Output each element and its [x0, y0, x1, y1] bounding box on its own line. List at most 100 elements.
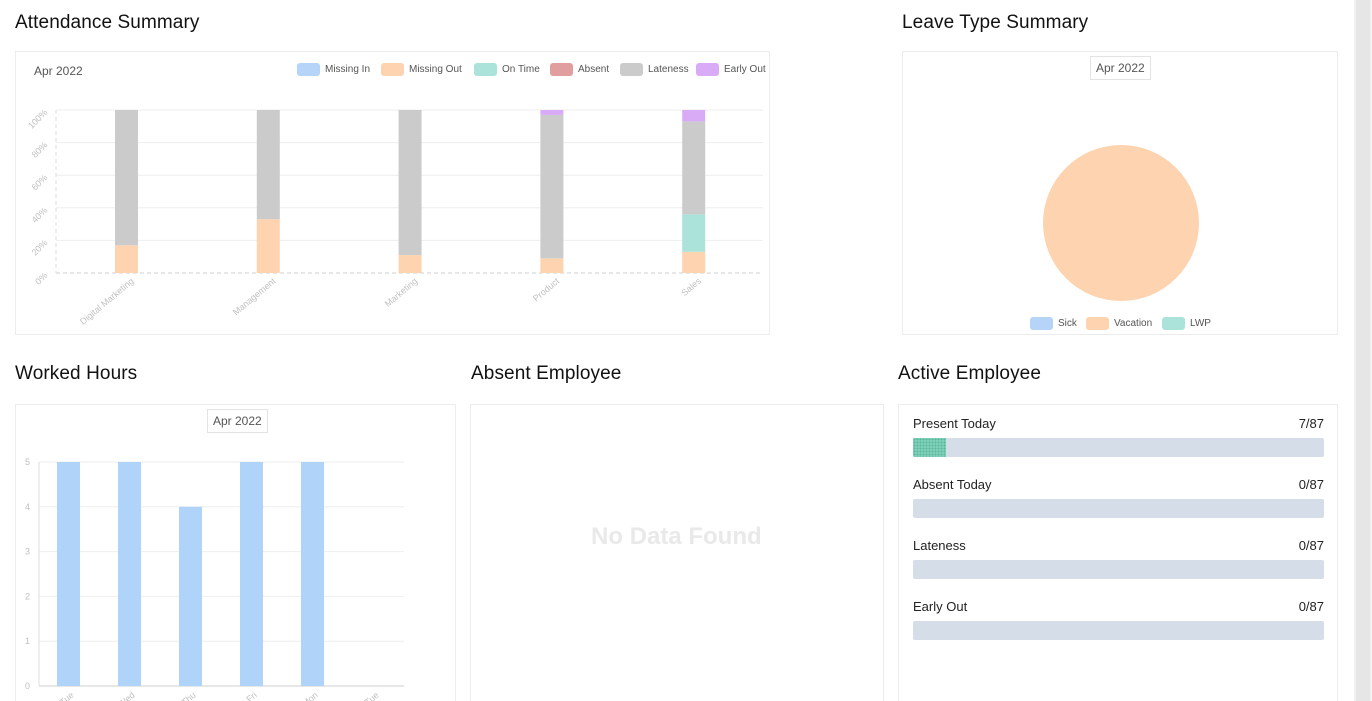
bar-segment-product-missing-out	[540, 258, 564, 273]
x-tick-label: Marketing	[383, 276, 420, 309]
bar-mon-4	[301, 462, 324, 686]
stat-label-absent-today: Absent Today	[913, 477, 992, 492]
leave-period: Apr 2022	[1090, 56, 1151, 80]
y-tick-label: 0	[25, 681, 30, 691]
legend-label: Sick	[1058, 318, 1077, 329]
legend-label: Missing In	[325, 64, 371, 75]
y-tick-label: 100%	[26, 107, 49, 130]
legend-swatch	[381, 63, 404, 76]
bar-segment-digital-marketing-lateness	[115, 110, 138, 246]
legend-item-lateness[interactable]: Lateness	[620, 63, 689, 76]
legend-item-early-out[interactable]: Early Out	[696, 63, 766, 76]
attendance-period: Apr 2022	[34, 64, 83, 78]
y-tick-label: 40%	[30, 205, 50, 225]
y-tick-label: 0%	[33, 270, 49, 286]
legend-label: Early Out	[724, 64, 766, 75]
legend-swatch	[297, 63, 320, 76]
x-tick-label: Management	[231, 276, 278, 318]
legend-item-vacation[interactable]: Vacation	[1086, 317, 1152, 330]
stat-value-absent-today: 0/87	[1298, 477, 1324, 492]
legend-label: Missing Out	[409, 64, 462, 75]
x-tick-label: Wed	[116, 690, 136, 701]
bar-segment-marketing-missing-out	[398, 255, 422, 273]
legend-swatch	[550, 63, 573, 76]
legend-swatch	[1162, 317, 1185, 330]
legend-label: Absent	[578, 64, 610, 75]
stat-label-lateness: Lateness	[913, 538, 966, 553]
stat-label-present-today: Present Today	[913, 416, 996, 431]
worked-hours-card: Apr 2022 0 1 2 3 4 5 Tue Wed Thu Fri Mon Tue	[15, 404, 456, 701]
progress-fill-present-today	[913, 438, 946, 457]
absent-employee-title: Absent Employee	[471, 363, 622, 384]
bar-segment-sales-on-time	[682, 214, 706, 252]
no-data-message: No Data Found	[591, 523, 762, 550]
y-tick-label: 2	[25, 591, 30, 601]
legend-item-absent[interactable]: Absent	[550, 63, 609, 76]
legend-label: LWP	[1190, 318, 1211, 329]
bar-segment-management-missing-out	[256, 219, 280, 273]
legend-item-sick[interactable]: Sick	[1030, 317, 1077, 330]
pie-slice-vacation	[1043, 145, 1199, 301]
bar-segment-sales-lateness	[682, 121, 706, 215]
legend-swatch	[620, 63, 643, 76]
bar-fri-3	[240, 462, 263, 686]
legend-item-missing-out[interactable]: Missing Out	[381, 63, 462, 76]
page-scrollbar-thumb[interactable]	[1356, 0, 1370, 701]
y-tick-label: 20%	[30, 238, 50, 258]
stat-label-early-out: Early Out	[913, 599, 968, 614]
worked-hours-title: Worked Hours	[15, 363, 138, 384]
bar-wed-1	[118, 462, 141, 686]
x-tick-label: Sales	[679, 276, 703, 298]
y-tick-label: 80%	[30, 140, 50, 160]
x-tick-label: Tue	[58, 690, 76, 701]
x-tick-label: Fri	[244, 690, 258, 701]
bar-tue-0	[57, 462, 80, 686]
worked-period: Apr 2022	[207, 409, 268, 433]
bar-segment-product-early-out	[540, 110, 564, 115]
attendance-chart: 0% 20% 40% 60% 80% 100% Digital Marketing Manag…	[26, 107, 763, 327]
legend-swatch	[1086, 317, 1109, 330]
y-tick-label: 5	[25, 457, 30, 467]
progress-bar-lateness	[913, 560, 1324, 579]
attendance-summary-title: Attendance Summary	[15, 12, 200, 33]
absent-employee-card: No Data Found	[470, 404, 884, 701]
worked-hours-chart: 0 1 2 3 4 5 Tue Wed Thu Fri Mon Tue	[25, 457, 404, 701]
bar-thu-2	[179, 506, 202, 686]
bar-segment-digital-marketing-missing-out	[115, 245, 138, 273]
legend-swatch	[474, 63, 497, 76]
active-employee-card: Present Today 7/87 Absent Today 0/87 Lat…	[898, 404, 1338, 701]
legend-item-on-time[interactable]: On Time	[474, 63, 540, 76]
y-tick-label: 60%	[30, 173, 50, 193]
legend-label: Vacation	[1114, 318, 1153, 329]
bar-segment-marketing-lateness	[398, 110, 422, 256]
legend-swatch	[1030, 317, 1053, 330]
y-tick-label: 3	[25, 547, 30, 557]
leave-pie-chart	[1043, 145, 1199, 301]
attendance-summary-card: Apr 2022 Missing In Missing Out On Time Abs…	[15, 51, 770, 335]
legend-label: Lateness	[648, 64, 689, 75]
progress-bar-absent-today	[913, 499, 1324, 518]
progress-bar-present-today	[913, 438, 1324, 457]
legend-item-missing-in[interactable]: Missing In	[297, 63, 370, 76]
bar-segment-product-lateness	[540, 114, 564, 259]
active-employee-title: Active Employee	[898, 363, 1042, 384]
stat-value-lateness: 0/87	[1298, 538, 1324, 553]
bar-segment-management-lateness	[256, 110, 280, 220]
legend-item-lwp[interactable]: LWP	[1162, 317, 1211, 330]
legend-label: On Time	[502, 64, 540, 75]
bar-segment-sales-early-out	[682, 110, 706, 122]
stat-value-present-today: 7/87	[1298, 416, 1324, 431]
x-tick-label: Tue	[363, 690, 381, 701]
progress-bar-early-out	[913, 621, 1324, 640]
x-tick-label: Digital Marketing	[78, 276, 136, 327]
x-tick-label: Product	[531, 276, 562, 304]
bar-segment-sales-missing-out	[682, 251, 706, 273]
y-tick-label: 1	[25, 636, 30, 646]
legend-swatch	[696, 63, 719, 76]
stat-value-early-out: 0/87	[1298, 599, 1324, 614]
leave-type-summary-title: Leave Type Summary	[902, 12, 1089, 33]
x-tick-label: Thu	[179, 690, 197, 701]
y-tick-label: 4	[25, 502, 30, 512]
x-tick-label: Mon	[300, 690, 320, 701]
leave-type-summary-card: Apr 2022 Sick Vacation LWP	[902, 51, 1338, 335]
